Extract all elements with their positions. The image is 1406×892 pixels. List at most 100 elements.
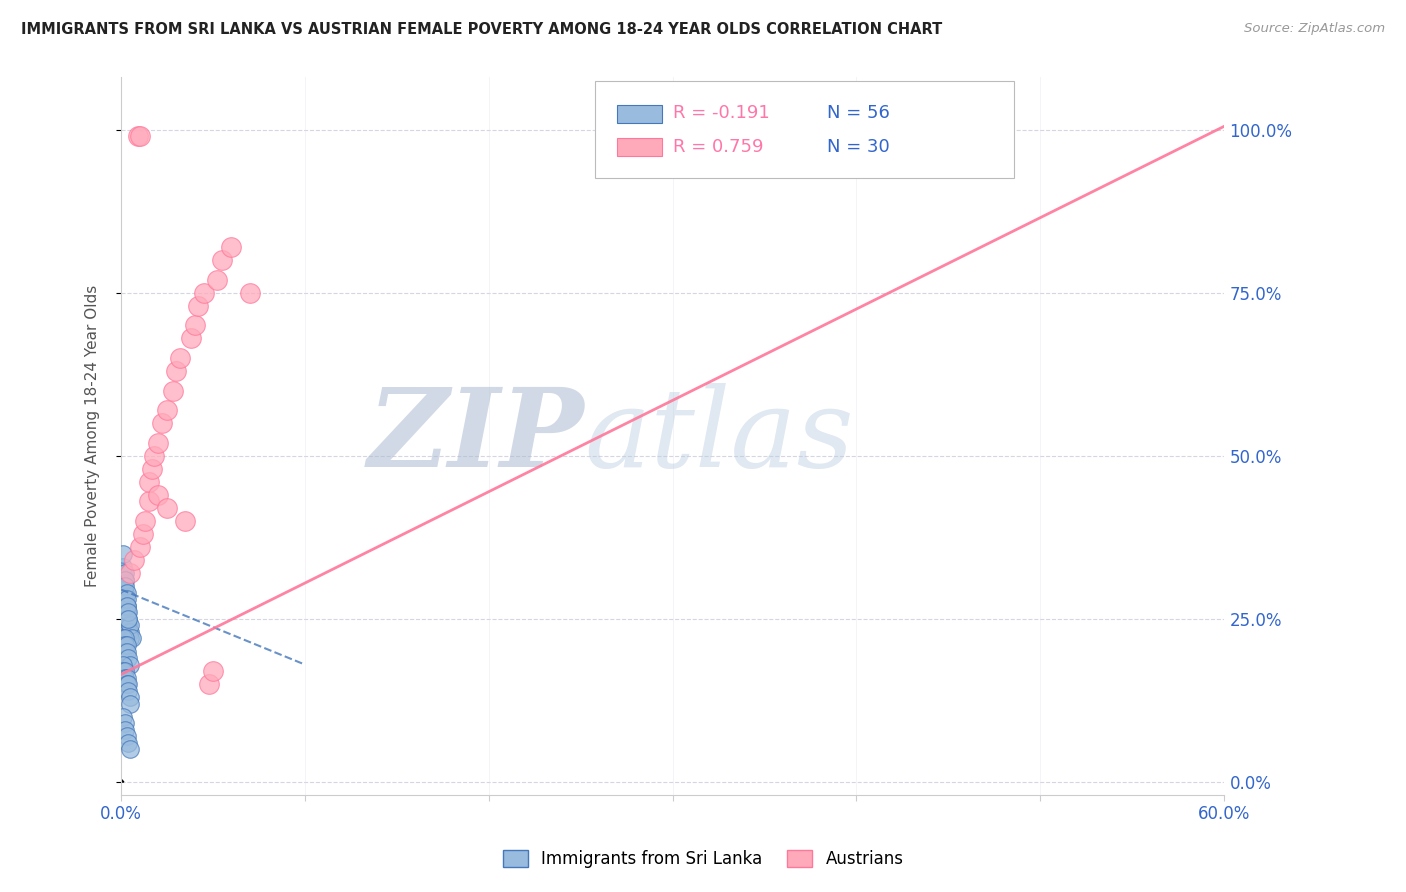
Point — [117, 606, 139, 620]
Point — [146, 435, 169, 450]
Point — [115, 638, 138, 652]
Text: IMMIGRANTS FROM SRI LANKA VS AUSTRIAN FEMALE POVERTY AMONG 18-24 YEAR OLDS CORRE: IMMIGRANTS FROM SRI LANKA VS AUSTRIAN FE… — [21, 22, 942, 37]
Point — [121, 632, 143, 646]
Point — [211, 253, 233, 268]
Point — [114, 592, 136, 607]
Point — [117, 677, 139, 691]
Bar — [617, 138, 662, 156]
Point — [132, 527, 155, 541]
Point — [117, 618, 139, 632]
Point — [120, 742, 142, 756]
Text: N = 56: N = 56 — [827, 103, 890, 121]
Point — [114, 573, 136, 587]
Point — [114, 638, 136, 652]
Point — [114, 723, 136, 737]
Point — [169, 351, 191, 365]
Text: Source: ZipAtlas.com: Source: ZipAtlas.com — [1244, 22, 1385, 36]
Point — [146, 488, 169, 502]
Point — [115, 592, 138, 607]
Point — [174, 514, 197, 528]
Point — [111, 547, 134, 561]
Point — [115, 612, 138, 626]
Point — [156, 501, 179, 516]
Point — [114, 579, 136, 593]
Point — [128, 540, 150, 554]
Point — [127, 129, 149, 144]
Point — [114, 632, 136, 646]
Point — [114, 606, 136, 620]
Point — [143, 449, 166, 463]
Point — [120, 657, 142, 672]
Point — [111, 559, 134, 574]
Point — [114, 664, 136, 678]
Point — [111, 710, 134, 724]
Text: R = 0.759: R = 0.759 — [672, 138, 763, 156]
Point — [138, 475, 160, 489]
Point — [111, 566, 134, 581]
Point — [111, 579, 134, 593]
Point — [114, 644, 136, 658]
Point — [115, 618, 138, 632]
Point — [150, 416, 173, 430]
Text: N = 30: N = 30 — [827, 138, 890, 156]
Point — [114, 586, 136, 600]
Text: ZIP: ZIP — [368, 383, 585, 490]
Point — [111, 644, 134, 658]
Point — [114, 599, 136, 613]
Bar — [617, 104, 662, 123]
Point — [120, 697, 142, 711]
Point — [120, 618, 142, 632]
Text: atlas: atlas — [585, 383, 853, 490]
Point — [141, 462, 163, 476]
Point — [120, 566, 142, 581]
Point — [111, 657, 134, 672]
Legend: Immigrants from Sri Lanka, Austrians: Immigrants from Sri Lanka, Austrians — [496, 843, 910, 875]
Point — [120, 632, 142, 646]
Text: R = -0.191: R = -0.191 — [672, 103, 769, 121]
Point — [115, 644, 138, 658]
Point — [187, 299, 209, 313]
Point — [122, 553, 145, 567]
Point — [111, 592, 134, 607]
Point — [162, 384, 184, 398]
Point — [117, 612, 139, 626]
Point — [111, 664, 134, 678]
Point — [115, 677, 138, 691]
Point — [111, 632, 134, 646]
Point — [183, 318, 205, 333]
Point — [239, 285, 262, 300]
Point — [205, 273, 228, 287]
Point — [117, 736, 139, 750]
Point — [128, 129, 150, 144]
Point — [134, 514, 156, 528]
Point — [120, 624, 142, 639]
Point — [117, 683, 139, 698]
Point — [198, 677, 221, 691]
Point — [117, 651, 139, 665]
Point — [114, 671, 136, 685]
Point — [138, 494, 160, 508]
Point — [120, 690, 142, 705]
Point — [117, 612, 139, 626]
Point — [117, 624, 139, 639]
Point — [114, 566, 136, 581]
Point — [221, 240, 243, 254]
Point — [115, 599, 138, 613]
Point — [165, 364, 187, 378]
FancyBboxPatch shape — [595, 81, 1015, 178]
FancyArrow shape — [118, 779, 124, 782]
Point — [115, 730, 138, 744]
Point — [115, 612, 138, 626]
Point — [115, 586, 138, 600]
Point — [180, 331, 202, 345]
Point — [156, 403, 179, 417]
Point — [115, 671, 138, 685]
Point — [193, 285, 215, 300]
Y-axis label: Female Poverty Among 18-24 Year Olds: Female Poverty Among 18-24 Year Olds — [86, 285, 100, 587]
Point — [114, 573, 136, 587]
Point — [114, 716, 136, 731]
Point — [111, 638, 134, 652]
Point — [202, 664, 225, 678]
Point — [115, 606, 138, 620]
Point — [115, 599, 138, 613]
